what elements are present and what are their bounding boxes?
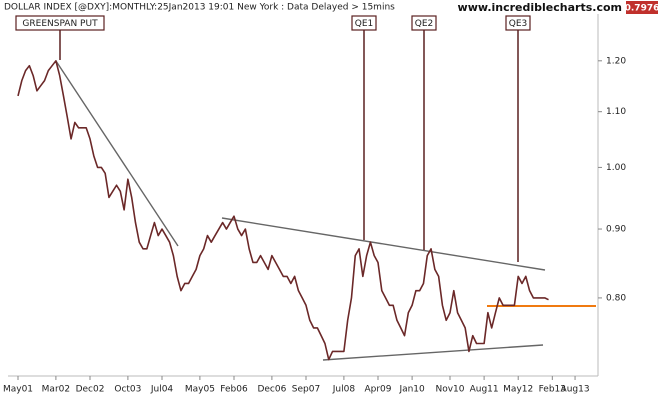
x-tick-label: Jul08 bbox=[332, 385, 356, 395]
trend-line bbox=[221, 217, 546, 271]
y-tick-label: 1.20 bbox=[606, 56, 626, 66]
y-tick-label: 1.10 bbox=[606, 107, 626, 117]
x-tick-label: Feb06 bbox=[220, 385, 248, 395]
annotation: QE3 bbox=[509, 19, 528, 29]
x-tick-label: May01 bbox=[3, 385, 33, 395]
chart-title: DOLLAR INDEX [@DXY]:MONTHLY:25Jan2013 19… bbox=[4, 3, 395, 13]
x-tick-label: Aug13 bbox=[561, 385, 590, 395]
x-tick-label: Aug11 bbox=[470, 385, 499, 395]
price-line bbox=[17, 60, 549, 361]
x-tick-label: Sep07 bbox=[292, 385, 320, 395]
y-tick-label: 1.00 bbox=[606, 163, 626, 173]
annotation-box bbox=[351, 15, 377, 31]
y-tick-label: 0.90 bbox=[606, 225, 626, 235]
x-tick-label: Feb13 bbox=[539, 385, 566, 395]
x-tick-label: May12 bbox=[503, 385, 533, 395]
x-tick-label: Dec06 bbox=[257, 385, 286, 395]
x-tick-label: Jan10 bbox=[398, 385, 425, 395]
annotation: QE2 bbox=[415, 19, 434, 29]
annotation-box bbox=[505, 15, 531, 31]
last-value-box bbox=[626, 1, 658, 14]
annotation: GREENSPAN PUT bbox=[22, 19, 98, 29]
y-tick-label: 0.80 bbox=[606, 293, 626, 303]
last-value-label: 0.7976 bbox=[625, 4, 660, 14]
x-tick-label: Oct03 bbox=[114, 385, 141, 395]
x-tick-label: Apr09 bbox=[364, 385, 391, 395]
source: www.incrediblecharts.com bbox=[458, 1, 622, 14]
x-tick-label: May05 bbox=[185, 385, 215, 395]
x-tick-label: Nov10 bbox=[435, 385, 464, 395]
x-tick-label: Dec02 bbox=[76, 385, 105, 395]
annotation: QE1 bbox=[355, 19, 374, 29]
trend-line bbox=[322, 344, 544, 361]
annotation-box bbox=[15, 15, 105, 31]
trend-line bbox=[55, 60, 179, 247]
x-tick-label: Jul04 bbox=[150, 385, 174, 395]
x-tick-label: Mar02 bbox=[42, 385, 70, 395]
annotation-box bbox=[411, 15, 437, 31]
